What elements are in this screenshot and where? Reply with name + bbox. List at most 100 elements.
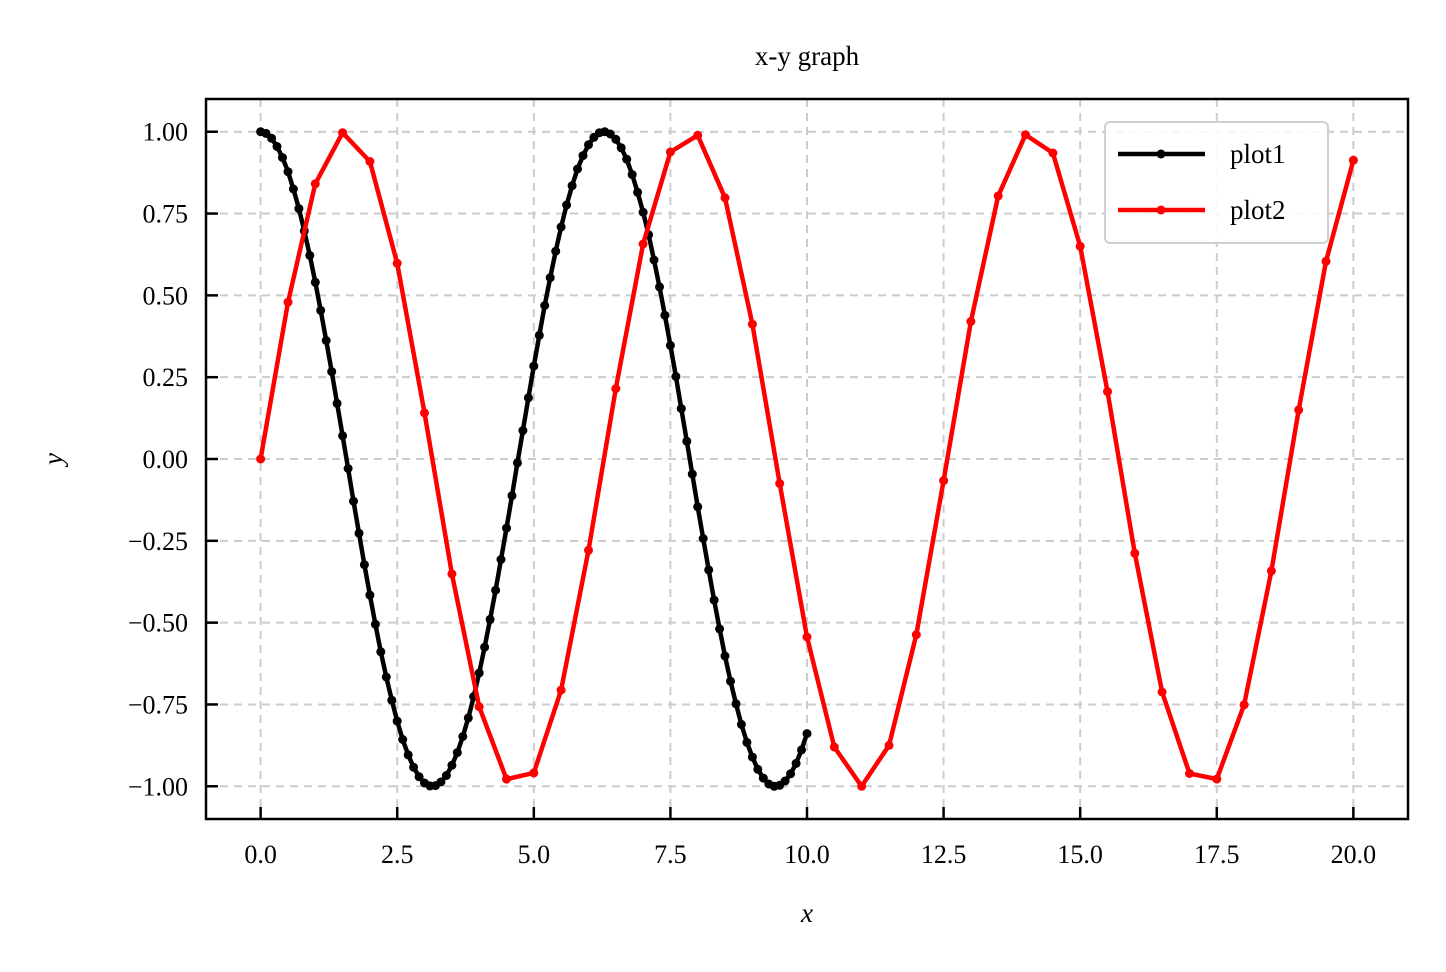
data-point-plot1	[349, 496, 358, 506]
data-point-plot2	[939, 476, 949, 486]
x-axis-label: x	[800, 898, 813, 928]
data-point-plot1	[551, 246, 561, 256]
data-point-plot2	[720, 193, 730, 203]
data-point-plot1	[627, 170, 637, 180]
data-point-plot2	[911, 630, 921, 640]
data-point-plot1	[387, 695, 397, 705]
data-point-plot1	[502, 523, 511, 533]
data-point-plot2	[365, 157, 375, 166]
legend-item-plot2: plot2	[1118, 195, 1286, 225]
data-point-plot1	[392, 716, 402, 726]
data-point-plot1	[802, 729, 812, 739]
data-point-plot1	[633, 187, 643, 197]
data-point-plot2	[1075, 241, 1085, 251]
data-point-plot1	[791, 758, 801, 768]
data-point-plot1	[545, 273, 555, 283]
legend-marker-plot2	[1156, 205, 1166, 215]
data-point-plot2	[1348, 155, 1358, 165]
data-point-plot1	[682, 436, 692, 446]
x-tick-label: 12.5	[921, 840, 967, 869]
data-point-plot1	[354, 528, 364, 538]
data-point-plot1	[332, 398, 342, 408]
data-point-plot1	[523, 393, 533, 403]
x-tick-label: 0.0	[244, 840, 277, 869]
data-point-plot2	[1130, 548, 1140, 558]
data-point-plot1	[447, 760, 457, 770]
data-point-plot1	[556, 222, 566, 232]
data-point-plot1	[638, 207, 648, 217]
data-point-plot2	[283, 297, 293, 307]
data-point-plot1	[370, 619, 380, 629]
data-point-plot1	[540, 301, 550, 310]
data-point-plot1	[507, 491, 517, 501]
data-point-plot1	[534, 330, 544, 340]
data-point-plot1	[267, 133, 277, 143]
data-point-plot2	[1103, 387, 1112, 397]
data-point-plot1	[747, 752, 757, 762]
data-point-plot2	[693, 130, 703, 140]
y-tick-label: 0.25	[143, 363, 189, 392]
data-point-plot1	[441, 771, 451, 780]
data-point-plot2	[502, 774, 511, 784]
data-point-plot1	[414, 772, 424, 782]
data-point-plot2	[1321, 256, 1331, 266]
data-point-plot2	[966, 317, 976, 326]
data-point-plot1	[518, 426, 528, 435]
data-point-plot1	[491, 585, 501, 595]
y-tick-label: −0.75	[128, 690, 188, 719]
data-point-plot2	[611, 384, 621, 394]
data-point-plot1	[458, 732, 468, 741]
y-tick-label: −0.25	[128, 527, 188, 556]
data-point-plot2	[556, 685, 566, 695]
data-point-plot1	[403, 750, 413, 760]
data-point-plot1	[758, 773, 768, 783]
x-tick-label: 7.5	[654, 840, 687, 869]
data-point-plot1	[283, 167, 293, 177]
data-point-plot1	[376, 647, 386, 657]
x-axis: 0.0 2.5 5.0 7.5 10.0 12.5 15.0 17.5 20.0	[244, 807, 1376, 869]
data-point-plot2	[1294, 405, 1304, 415]
legend-label-plot2: plot2	[1230, 195, 1286, 225]
y-tick-label: 0.75	[143, 200, 189, 229]
data-point-plot1	[584, 140, 593, 150]
data-point-plot1	[797, 745, 806, 755]
data-point-plot1	[786, 769, 796, 779]
data-point-plot2	[447, 569, 457, 579]
legend: plot1 plot2	[1104, 121, 1329, 244]
x-tick-label: 5.0	[518, 840, 551, 869]
data-point-plot2	[775, 479, 785, 488]
data-point-plot1	[359, 560, 369, 570]
y-tick-label: 0.50	[143, 281, 189, 310]
data-point-plot1	[485, 614, 495, 624]
chart-title: x-y graph	[755, 41, 860, 71]
data-point-plot1	[452, 748, 462, 758]
legend-label-plot1: plot1	[1230, 139, 1286, 169]
data-point-plot1	[343, 464, 353, 473]
data-point-plot1	[278, 153, 287, 163]
data-point-plot1	[316, 305, 326, 315]
data-point-plot2	[884, 740, 894, 750]
x-tick-label: 2.5	[381, 840, 414, 869]
data-point-plot1	[327, 367, 337, 377]
data-point-plot1	[660, 310, 670, 320]
data-point-plot2	[1239, 700, 1249, 710]
data-point-plot2	[829, 742, 839, 752]
data-point-plot2	[857, 781, 867, 791]
data-point-plot1	[687, 469, 697, 479]
data-point-plot1	[622, 154, 632, 164]
data-point-plot1	[731, 699, 741, 709]
data-point-plot1	[573, 164, 582, 174]
data-point-plot2	[584, 545, 593, 555]
data-point-plot2	[665, 147, 675, 157]
data-point-plot1	[288, 184, 298, 194]
data-point-plot1	[780, 776, 790, 786]
data-point-plot1	[616, 143, 626, 153]
data-point-plot1	[381, 672, 391, 682]
data-point-plot2	[1048, 148, 1058, 158]
data-point-plot1	[655, 282, 664, 292]
data-point-plot2	[1185, 769, 1194, 778]
series-plot1	[256, 127, 812, 791]
data-point-plot1	[294, 204, 304, 214]
data-point-plot1	[676, 404, 686, 414]
data-point-plot1	[704, 565, 714, 575]
